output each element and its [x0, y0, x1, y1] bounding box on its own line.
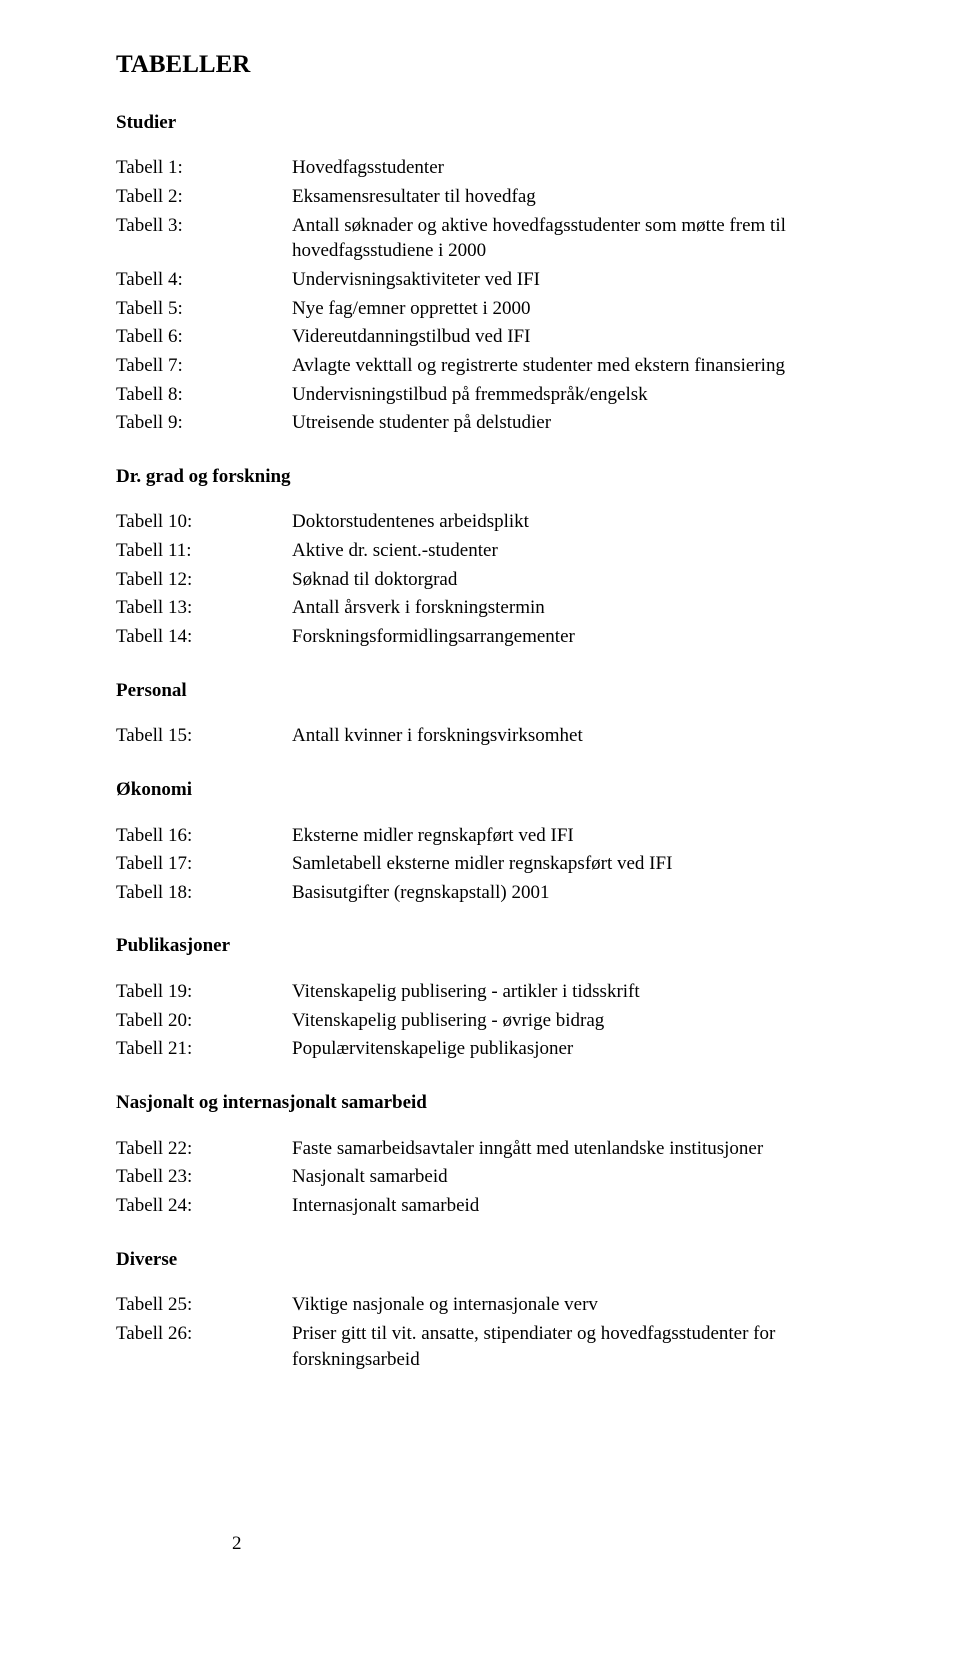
table-row: Tabell 26:Priser gitt til vit. ansatte, …	[116, 1321, 864, 1372]
row-label: Tabell 13:	[116, 595, 292, 621]
table-row: Tabell 25:Viktige nasjonale og internasj…	[116, 1292, 864, 1318]
section-heading: Personal	[116, 678, 864, 704]
row-desc: Doktorstudentenes arbeidsplikt	[292, 509, 864, 535]
row-label: Tabell 19:	[116, 979, 292, 1005]
section-heading: Publikasjoner	[116, 933, 864, 959]
row-desc: Forskningsformidlingsarrangementer	[292, 624, 864, 650]
row-desc: Avlagte vekttall og registrerte studente…	[292, 353, 864, 379]
table-row: Tabell 6:Videreutdanningstilbud ved IFI	[116, 324, 864, 350]
row-label: Tabell 9:	[116, 410, 292, 436]
row-label: Tabell 22:	[116, 1136, 292, 1162]
table-row: Tabell 16:Eksterne midler regnskapført v…	[116, 823, 864, 849]
row-desc: Antall søknader og aktive hovedfagsstude…	[292, 213, 864, 264]
row-label: Tabell 4:	[116, 267, 292, 293]
section-heading: Nasjonalt og internasjonalt samarbeid	[116, 1090, 864, 1116]
table-row: Tabell 10:Doktorstudentenes arbeidsplikt	[116, 509, 864, 535]
row-desc: Antall årsverk i forskningstermin	[292, 595, 864, 621]
table-row: Tabell 9:Utreisende studenter på delstud…	[116, 410, 864, 436]
row-label: Tabell 3:	[116, 213, 292, 264]
table-row: Tabell 4:Undervisningsaktiviteter ved IF…	[116, 267, 864, 293]
table-row: Tabell 24:Internasjonalt samarbeid	[116, 1193, 864, 1219]
row-label: Tabell 5:	[116, 296, 292, 322]
table-row: Tabell 15:Antall kvinner i forskningsvir…	[116, 723, 864, 749]
section-heading: Dr. grad og forskning	[116, 464, 864, 490]
row-desc: Antall kvinner i forskningsvirksomhet	[292, 723, 864, 749]
table-row: Tabell 2:Eksamensresultater til hovedfag	[116, 184, 864, 210]
page: TABELLER Studier Tabell 1:Hovedfagsstude…	[116, 48, 864, 1597]
table-row: Tabell 11:Aktive dr. scient.-studenter	[116, 538, 864, 564]
row-desc: Aktive dr. scient.-studenter	[292, 538, 864, 564]
section-diverse: Diverse Tabell 25:Viktige nasjonale og i…	[116, 1247, 864, 1373]
row-label: Tabell 6:	[116, 324, 292, 350]
section-studier: Studier Tabell 1:Hovedfagsstudenter Tabe…	[116, 110, 864, 436]
row-desc: Nye fag/emner opprettet i 2000	[292, 296, 864, 322]
row-desc: Utreisende studenter på delstudier	[292, 410, 864, 436]
section-okonomi: Økonomi Tabell 16:Eksterne midler regnsk…	[116, 777, 864, 906]
row-desc: Hovedfagsstudenter	[292, 155, 864, 181]
section-samarbeid: Nasjonalt og internasjonalt samarbeid Ta…	[116, 1090, 864, 1219]
row-desc: Faste samarbeidsavtaler inngått med uten…	[292, 1136, 864, 1162]
row-label: Tabell 17:	[116, 851, 292, 877]
table-row: Tabell 14:Forskningsformidlingsarrangeme…	[116, 624, 864, 650]
row-label: Tabell 16:	[116, 823, 292, 849]
row-label: Tabell 2:	[116, 184, 292, 210]
table-row: Tabell 19:Vitenskapelig publisering - ar…	[116, 979, 864, 1005]
row-desc: Nasjonalt samarbeid	[292, 1164, 864, 1190]
row-desc: Samletabell eksterne midler regnskapsfør…	[292, 851, 864, 877]
row-label: Tabell 11:	[116, 538, 292, 564]
row-desc: Basisutgifter (regnskapstall) 2001	[292, 880, 864, 906]
table-row: Tabell 22:Faste samarbeidsavtaler inngåt…	[116, 1136, 864, 1162]
table-row: Tabell 12:Søknad til doktorgrad	[116, 567, 864, 593]
table-row: Tabell 13:Antall årsverk i forskningster…	[116, 595, 864, 621]
row-label: Tabell 20:	[116, 1008, 292, 1034]
section-drgrad: Dr. grad og forskning Tabell 10:Doktorst…	[116, 464, 864, 650]
row-label: Tabell 14:	[116, 624, 292, 650]
row-desc: Vitenskapelig publisering - øvrige bidra…	[292, 1008, 864, 1034]
row-desc: Eksterne midler regnskapført ved IFI	[292, 823, 864, 849]
row-label: Tabell 15:	[116, 723, 292, 749]
row-desc: Undervisningstilbud på fremmedspråk/enge…	[292, 382, 864, 408]
table-row: Tabell 21:Populærvitenskapelige publikas…	[116, 1036, 864, 1062]
table-row: Tabell 1:Hovedfagsstudenter	[116, 155, 864, 181]
row-desc: Populærvitenskapelige publikasjoner	[292, 1036, 864, 1062]
row-label: Tabell 23:	[116, 1164, 292, 1190]
row-desc: Undervisningsaktiviteter ved IFI	[292, 267, 864, 293]
section-heading: Økonomi	[116, 777, 864, 803]
row-label: Tabell 24:	[116, 1193, 292, 1219]
section-heading: Diverse	[116, 1247, 864, 1273]
row-label: Tabell 26:	[116, 1321, 292, 1372]
row-label: Tabell 1:	[116, 155, 292, 181]
row-label: Tabell 25:	[116, 1292, 292, 1318]
row-desc: Eksamensresultater til hovedfag	[292, 184, 864, 210]
row-label: Tabell 18:	[116, 880, 292, 906]
section-personal: Personal Tabell 15:Antall kvinner i fors…	[116, 678, 864, 749]
row-desc: Priser gitt til vit. ansatte, stipendiat…	[292, 1321, 864, 1372]
row-label: Tabell 8:	[116, 382, 292, 408]
row-label: Tabell 12:	[116, 567, 292, 593]
table-row: Tabell 18:Basisutgifter (regnskapstall) …	[116, 880, 864, 906]
row-desc: Vitenskapelig publisering - artikler i t…	[292, 979, 864, 1005]
row-desc: Internasjonalt samarbeid	[292, 1193, 864, 1219]
table-row: Tabell 23:Nasjonalt samarbeid	[116, 1164, 864, 1190]
row-desc: Søknad til doktorgrad	[292, 567, 864, 593]
row-desc: Videreutdanningstilbud ved IFI	[292, 324, 864, 350]
section-heading: Studier	[116, 110, 864, 136]
table-row: Tabell 5:Nye fag/emner opprettet i 2000	[116, 296, 864, 322]
page-number: 2	[232, 1531, 242, 1557]
row-label: Tabell 7:	[116, 353, 292, 379]
page-title: TABELLER	[116, 48, 864, 82]
table-row: Tabell 17:Samletabell eksterne midler re…	[116, 851, 864, 877]
table-row: Tabell 20:Vitenskapelig publisering - øv…	[116, 1008, 864, 1034]
section-publikasjoner: Publikasjoner Tabell 19:Vitenskapelig pu…	[116, 933, 864, 1062]
table-row: Tabell 7:Avlagte vekttall og registrerte…	[116, 353, 864, 379]
table-row: Tabell 8:Undervisningstilbud på fremmeds…	[116, 382, 864, 408]
table-row: Tabell 3:Antall søknader og aktive hoved…	[116, 213, 864, 264]
row-label: Tabell 10:	[116, 509, 292, 535]
row-desc: Viktige nasjonale og internasjonale verv	[292, 1292, 864, 1318]
row-label: Tabell 21:	[116, 1036, 292, 1062]
